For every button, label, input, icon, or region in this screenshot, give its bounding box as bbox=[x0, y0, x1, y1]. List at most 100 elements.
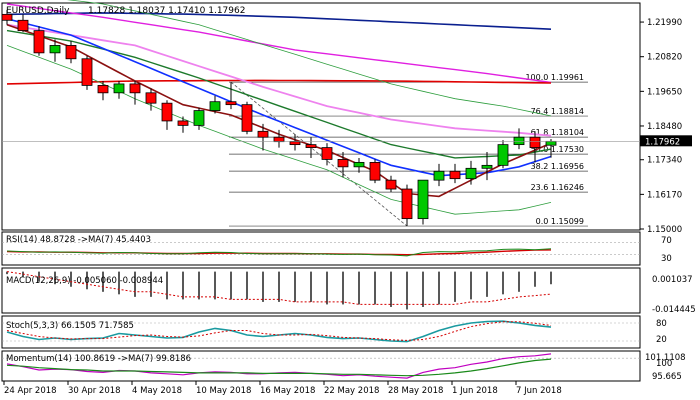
ma-violet-line bbox=[6, 23, 552, 137]
momentum-indicator bbox=[2, 353, 640, 379]
rsi-panel-frame bbox=[1, 231, 641, 266]
current-price-box bbox=[640, 135, 692, 147]
candle-body bbox=[129, 83, 141, 94]
candle-body bbox=[65, 45, 77, 60]
price-tick-label: 1.20820 bbox=[647, 53, 682, 63]
price-tick-label: 1.16170 bbox=[647, 190, 682, 200]
fibo-label-3: 50.0 1.17530 bbox=[531, 145, 584, 154]
candle-body bbox=[417, 179, 429, 220]
stoch-d-line bbox=[6, 321, 552, 341]
candle-body bbox=[513, 136, 525, 146]
time-tick-label: 30 Apr 2018 bbox=[68, 386, 121, 396]
candle-body bbox=[81, 58, 93, 86]
candle-body bbox=[209, 101, 221, 111]
candle-body bbox=[49, 45, 61, 54]
fibo-label-1: 76.4 1.18814 bbox=[531, 107, 584, 116]
fibo-label-0: 100.0 1.19961 bbox=[525, 73, 584, 82]
candle-body bbox=[1, 13, 13, 21]
time-axis: 24 Apr 2018 30 Apr 2018 4 May 2018 10 May 2… bbox=[3, 381, 562, 396]
momentum-ma-line bbox=[6, 358, 552, 377]
candle-body bbox=[449, 170, 461, 180]
macd-tick-bottom: -0.014445 bbox=[652, 305, 696, 315]
candle-body bbox=[241, 104, 253, 132]
rsi-indicator bbox=[2, 242, 640, 257]
price-axis: 1.21990 1.20820 1.19650 1.18480 1.17340 1.161… bbox=[2, 18, 682, 235]
ma-magenta-line bbox=[6, 3, 552, 84]
candle-body bbox=[385, 179, 397, 190]
rsi-level-70: 70 bbox=[661, 236, 672, 246]
price-tick-label: 1.15000 bbox=[647, 225, 682, 235]
candle-body bbox=[97, 85, 109, 94]
current-price-label: 1.17962 bbox=[645, 137, 680, 147]
candlesticks bbox=[1, 9, 557, 227]
candle-body bbox=[113, 83, 125, 94]
stoch-label: Stoch(5,3,3) 66.1505 71.7585 bbox=[6, 321, 134, 331]
stoch-panel-frame bbox=[1, 315, 641, 349]
candle-body bbox=[193, 110, 205, 126]
price-tick-label: 1.17340 bbox=[647, 156, 682, 166]
time-tick-label: 10 May 2018 bbox=[196, 386, 251, 396]
candle-body bbox=[337, 159, 349, 168]
ma-dark-blue-line bbox=[6, 12, 552, 30]
candle-body bbox=[17, 19, 29, 32]
candle-body bbox=[305, 144, 317, 148]
candle-body bbox=[321, 147, 333, 160]
candle-body bbox=[177, 120, 189, 126]
bb-lower-line bbox=[6, 45, 552, 215]
time-tick-label: 7 Jun 2018 bbox=[516, 386, 562, 396]
rsi-label: RSI(14) 48.8728 ->MA(7) 45.4403 bbox=[6, 235, 151, 245]
candle-body bbox=[369, 161, 381, 181]
fibo-label-5: 23.6 1.16246 bbox=[531, 183, 584, 192]
bb-middle-line bbox=[6, 29, 552, 159]
main-panel-frame bbox=[1, 2, 641, 231]
macd-label: MACD(12,26,9) -0.005060 -0.008944 bbox=[6, 276, 163, 286]
momentum-panel-frame bbox=[1, 350, 641, 382]
candle-body bbox=[529, 136, 541, 148]
candle-body bbox=[225, 101, 237, 106]
candle-body bbox=[145, 92, 157, 104]
bb-upper-line bbox=[66, 0, 552, 117]
price-tick-label: 1.19650 bbox=[647, 87, 682, 97]
symbol-label: EURUSD,Daily bbox=[6, 6, 70, 16]
current-price-tag: 1.17962 bbox=[640, 135, 692, 147]
stoch-tick-80: 80 bbox=[656, 319, 667, 329]
macd-indicator bbox=[6, 271, 552, 310]
candle-body bbox=[481, 164, 493, 169]
candle-body bbox=[433, 170, 445, 181]
ohlc-readout: 1.17828 1.18037 1.17410 1.17962 bbox=[88, 6, 245, 16]
candle-body bbox=[545, 140, 557, 146]
candle-body bbox=[161, 102, 173, 122]
momentum-tick-100: 100 bbox=[656, 359, 672, 369]
candle-body bbox=[353, 161, 365, 168]
candle-body bbox=[273, 136, 285, 143]
candle-body bbox=[289, 141, 301, 146]
fibo-label-6: 0.0 1.15099 bbox=[536, 217, 584, 226]
momentum-tick-bottom: 95.665 bbox=[652, 372, 682, 382]
stochastic-indicator bbox=[2, 320, 640, 343]
candle-body bbox=[33, 30, 45, 54]
time-tick-label: 1 Jun 2018 bbox=[452, 386, 498, 396]
time-tick-label: 28 May 2018 bbox=[388, 386, 443, 396]
time-tick-label: 24 Apr 2018 bbox=[4, 386, 57, 396]
candle-body bbox=[257, 130, 269, 138]
momentum-tick-top: 101.1108 bbox=[645, 353, 686, 363]
fibo-label-4: 38.2 1.16956 bbox=[531, 162, 584, 171]
candle-body bbox=[497, 144, 509, 166]
candle-body bbox=[401, 188, 413, 220]
momentum-label: Momentum(14) 100.8619 ->MA(7) 99.8186 bbox=[6, 354, 191, 364]
macd-panel-frame bbox=[1, 267, 641, 314]
stoch-tick-20: 20 bbox=[656, 335, 667, 345]
price-tick-label: 1.18480 bbox=[647, 122, 682, 132]
time-tick-label: 4 May 2018 bbox=[132, 386, 182, 396]
macd-tick-top: 0.001037 bbox=[652, 275, 693, 285]
time-tick-label: 16 May 2018 bbox=[260, 386, 315, 396]
rsi-level-30: 30 bbox=[661, 254, 672, 264]
time-tick-label: 22 May 2018 bbox=[324, 386, 379, 396]
fibo-trend-line bbox=[230, 81, 408, 227]
fibo-label-2: 61.8 1.18104 bbox=[531, 128, 584, 137]
price-tick-label: 1.21990 bbox=[647, 18, 682, 28]
rsi-line bbox=[6, 248, 552, 257]
candle-body bbox=[465, 167, 477, 180]
